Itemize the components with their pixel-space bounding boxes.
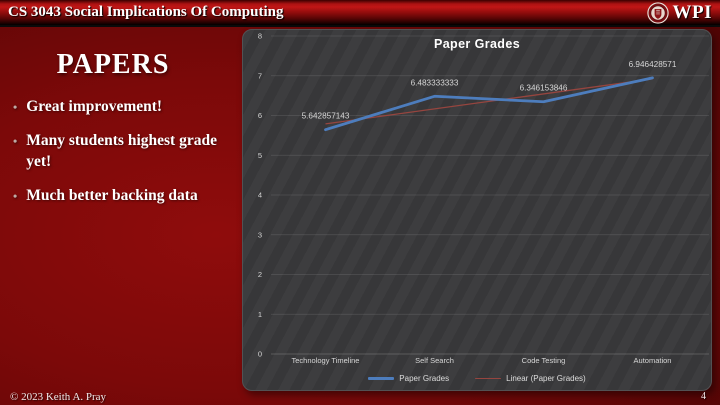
legend-label: Linear (Paper Grades): [506, 374, 586, 383]
legend-swatch-trend: [475, 377, 502, 380]
slide-content: PAPERS • Great improvement! • Many stude…: [0, 27, 242, 220]
page-number: 4: [701, 391, 706, 402]
bullet-list: • Great improvement! • Many students hig…: [0, 97, 242, 206]
legend-swatch-series: [368, 377, 395, 380]
paper-grades-chart: Paper Grades 0 1 2 3 4 5 6 7 8 Technology Timelin…: [242, 29, 712, 391]
legend-label: Paper Grades: [399, 374, 450, 383]
wpi-seal-icon: [646, 1, 669, 24]
svg-text:5.642857143: 5.642857143: [302, 112, 350, 121]
svg-text:2: 2: [258, 270, 262, 279]
svg-text:7: 7: [258, 71, 262, 80]
svg-text:5: 5: [258, 151, 262, 160]
bullet-item: • Many students highest grade yet!: [13, 131, 234, 171]
svg-text:3: 3: [258, 230, 262, 239]
svg-text:6.946428571: 6.946428571: [629, 60, 677, 69]
chart-legend: Paper Grades Linear (Paper Grades): [243, 374, 711, 383]
svg-text:Technology Timeline: Technology Timeline: [292, 356, 360, 365]
svg-text:4: 4: [258, 191, 262, 200]
slide-title: PAPERS: [56, 49, 170, 80]
svg-text:8: 8: [258, 32, 262, 41]
svg-text:6.483333333: 6.483333333: [411, 78, 459, 87]
bullet-item: • Much better backing data: [13, 186, 234, 206]
svg-text:1: 1: [258, 310, 262, 319]
header-bar: CS 3043 Social Implications Of Computing…: [0, 0, 720, 27]
wpi-logo-text: WPI: [672, 1, 712, 23]
bullet-text: Great improvement!: [26, 98, 163, 115]
bullet-text: Much better backing data: [26, 186, 198, 204]
bullet-icon: •: [13, 100, 18, 114]
svg-text:Self Search: Self Search: [415, 356, 454, 365]
legend-item-linear: Linear (Paper Grades): [475, 374, 586, 383]
svg-text:6: 6: [258, 111, 262, 120]
svg-text:Automation: Automation: [634, 356, 672, 365]
svg-text:0: 0: [258, 350, 262, 359]
bullet-item: • Great improvement!: [13, 97, 234, 117]
wpi-logo: WPI: [646, 1, 713, 24]
copyright-text: © 2023 Keith A. Pray: [10, 391, 107, 403]
chart-title: Paper Grades: [433, 37, 521, 51]
bullet-text: Many students highest grade yet!: [26, 132, 217, 170]
bullet-icon: •: [13, 188, 18, 203]
legend-item-paper-grades: Paper Grades: [368, 374, 449, 383]
svg-text:Code Testing: Code Testing: [522, 356, 566, 365]
paper-grades-plot: 0 1 2 3 4 5 6 7 8 Technology Timeline Self Search C…: [258, 32, 709, 365]
bullet-icon: •: [13, 134, 18, 149]
svg-text:6.346153846: 6.346153846: [520, 84, 568, 93]
course-title: CS 3043 Social Implications Of Computing: [8, 4, 284, 20]
